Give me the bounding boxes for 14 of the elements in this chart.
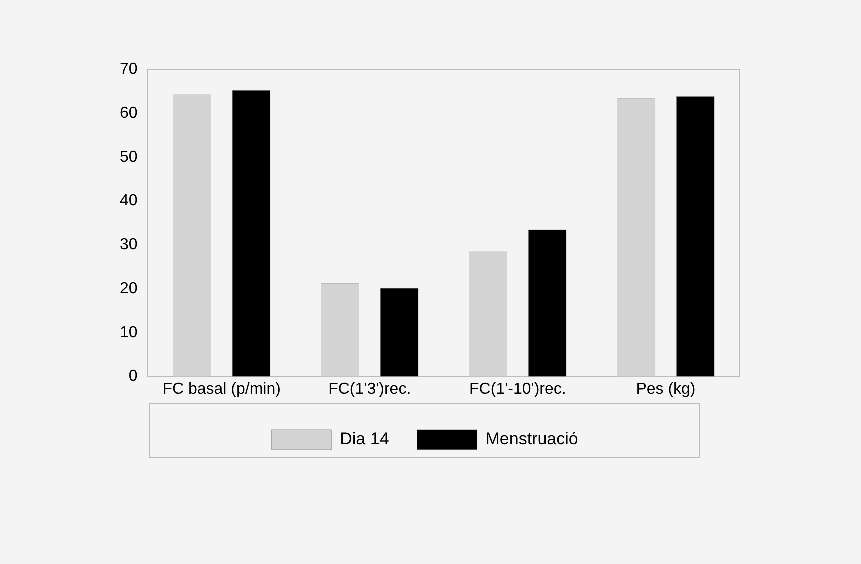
y-tick-label: 0 — [128, 368, 138, 386]
legend-label: Menstruació — [486, 430, 578, 449]
y-tick-label: 60 — [120, 104, 138, 122]
x-tick-label: FC(1'-10')rec. — [470, 380, 566, 398]
y-tick-label: 20 — [120, 280, 138, 298]
x-tick-label: Pes (kg) — [636, 380, 696, 398]
y-tick-label: 40 — [120, 192, 138, 210]
y-tick-label: 70 — [120, 61, 138, 78]
legend-label: Dia 14 — [340, 430, 390, 449]
x-tick-label: FC(1'3')rec. — [328, 380, 412, 398]
y-tick-label: 30 — [120, 236, 138, 254]
y-tick-label: 10 — [120, 324, 138, 342]
y-tick-label: 50 — [120, 148, 138, 166]
x-tick-label: FC basal (p/min) — [162, 380, 281, 398]
